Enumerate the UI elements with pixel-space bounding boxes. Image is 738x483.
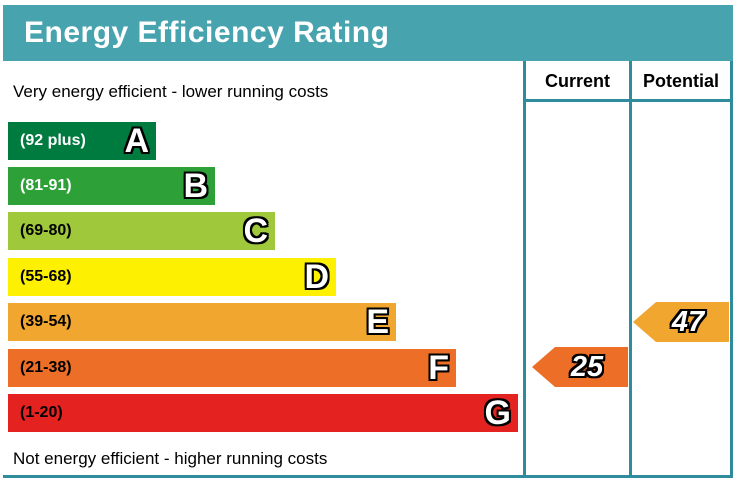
band-letter: E <box>366 303 389 341</box>
band-row-f: (21-38) F <box>8 349 456 387</box>
table-border-vertical-left <box>523 61 526 478</box>
band-row-e: (39-54) E <box>8 303 396 341</box>
table-border-header-underline <box>523 99 733 102</box>
band-range-label: (92 plus) <box>20 132 86 149</box>
table-border-vertical-right <box>730 61 733 478</box>
potential-rating-value: 47 <box>671 305 705 338</box>
band-row-d: (55-68) D <box>8 258 336 296</box>
band-range-label: (55-68) <box>20 268 72 285</box>
band-range-label: (39-54) <box>20 313 72 330</box>
chart-title: Energy Efficiency Rating <box>24 16 390 49</box>
band-row-c: (69-80) C <box>8 212 275 250</box>
column-header-potential-label: Potential <box>642 71 719 91</box>
potential-rating-arrow: 47 <box>633 302 729 342</box>
column-header-current: Current <box>526 68 629 96</box>
band-range-label: (81-91) <box>20 177 72 194</box>
table-border-vertical-mid <box>629 61 632 478</box>
band-row-a: (92 plus) A <box>8 122 156 160</box>
top-note: Very energy efficient - lower running co… <box>13 82 329 101</box>
bottom-note: Not energy efficient - higher running co… <box>13 449 328 468</box>
band-range-label: (1-20) <box>20 404 63 421</box>
current-rating-arrow: 25 <box>532 347 628 387</box>
band-range-label: (69-80) <box>20 222 72 239</box>
band-letter: G <box>484 394 511 432</box>
band-letter: B <box>183 167 208 205</box>
column-header-potential: Potential <box>632 68 730 96</box>
band-letter: C <box>243 212 268 250</box>
band-row-g: (1-20) G <box>8 394 518 432</box>
band-range-label: (21-38) <box>20 359 72 376</box>
column-header-current-label: Current <box>544 71 610 91</box>
band-letter: F <box>428 349 449 387</box>
current-rating-value: 25 <box>570 350 604 383</box>
band-letter: A <box>124 122 149 160</box>
band-row-b: (81-91) B <box>8 167 215 205</box>
chart-title-bar: Energy Efficiency Rating <box>3 5 733 61</box>
band-letter: D <box>304 258 329 296</box>
table-border-bottom <box>3 475 733 478</box>
